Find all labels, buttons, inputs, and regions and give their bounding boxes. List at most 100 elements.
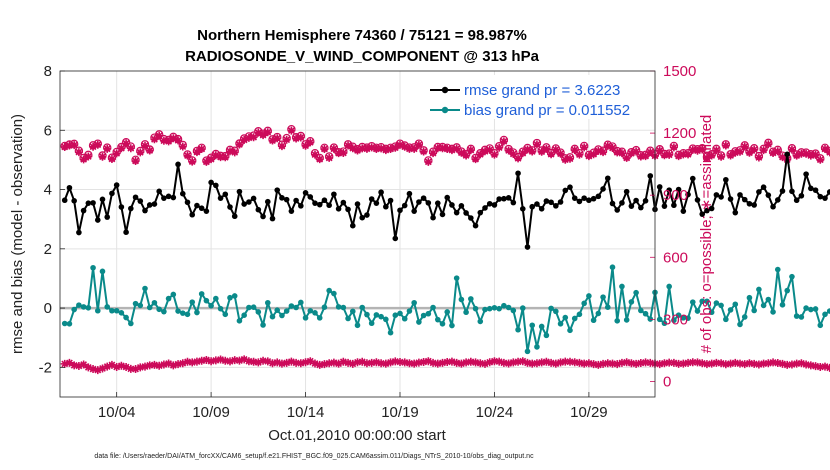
data-point: [430, 304, 436, 311]
data-point: [142, 285, 148, 292]
data-point: [727, 307, 734, 313]
obs-assimilated-marker: [211, 356, 220, 365]
series-layer: [60, 124, 830, 375]
y-axis-label: rmse and bias (model - observation): [9, 114, 26, 354]
obs-assimilated-marker: [320, 360, 329, 369]
data-point: [335, 304, 342, 310]
obs-assimilated-marker: [726, 151, 735, 160]
data-point: [345, 206, 351, 213]
data-point: [793, 197, 800, 204]
data-point: [557, 199, 564, 205]
obs-assimilated-marker: [405, 144, 414, 153]
obs-assimilated-marker: [797, 359, 806, 368]
obs-assimilated-marker: [608, 144, 617, 152]
data-point: [571, 195, 578, 201]
data-point: [789, 273, 795, 280]
data-point: [184, 199, 191, 206]
data-point: [373, 312, 380, 318]
data-point: [250, 195, 257, 202]
data-point: [600, 186, 606, 192]
y-right-tick-label: 1200: [663, 125, 696, 142]
data-point: [765, 192, 772, 198]
data-point: [104, 304, 111, 310]
data-point: [302, 190, 309, 196]
obs-assimilated-marker: [693, 358, 702, 367]
data-point: [354, 322, 361, 329]
data-point: [534, 344, 540, 350]
plot-area: [60, 71, 655, 397]
obs-assimilated-marker: [707, 151, 716, 160]
legend-bias-label: bias grand pr = 0.011552: [464, 102, 630, 119]
data-point: [727, 196, 734, 202]
right-axis-ticks: 0 300 600 900 1200 1500: [650, 63, 696, 390]
data-point: [463, 309, 469, 316]
data-point: [671, 317, 677, 324]
obs-assimilated-marker: [74, 148, 83, 157]
obs-assimilated-marker: [386, 358, 395, 367]
data-point: [468, 215, 474, 221]
chart-subtitle: RADIOSONDE_V_WIND_COMPONENT @ 313 hPa: [185, 48, 540, 65]
data-point: [203, 297, 210, 304]
data-point: [331, 191, 337, 198]
data-point: [316, 201, 323, 208]
obs-assimilated-marker: [122, 362, 131, 371]
obs-assimilated-marker: [60, 359, 69, 368]
obs-assimilated-marker: [523, 358, 532, 367]
data-point: [198, 205, 205, 212]
obs-assimilated-marker: [155, 131, 164, 140]
obs-assimilated-marker: [93, 366, 102, 375]
data-point: [590, 317, 597, 324]
obs-assimilated-marker: [202, 355, 211, 364]
data-point: [80, 304, 87, 310]
data-point: [246, 304, 252, 311]
data-point: [505, 304, 512, 311]
obs-assimilated-marker: [311, 359, 319, 368]
obs-assimilated-marker: [660, 359, 669, 368]
x-tick-label: 10/24: [476, 404, 514, 421]
data-point: [378, 313, 384, 320]
data-point: [538, 323, 545, 330]
obs-assimilated-marker: [518, 149, 527, 158]
data-point: [61, 197, 68, 204]
data-point: [784, 151, 791, 158]
obs-assimilated-marker: [769, 358, 778, 367]
obs-assimilated-marker: [419, 358, 428, 367]
obs-assimilated-marker: [674, 359, 683, 368]
data-point: [420, 195, 427, 201]
data-point: [349, 222, 356, 229]
data-point: [80, 207, 87, 214]
data-point: [510, 199, 517, 206]
obs-assimilated-marker: [485, 145, 494, 154]
data-point: [170, 291, 177, 298]
obs-assimilated-marker: [717, 152, 726, 161]
data-point: [104, 214, 111, 220]
data-point: [373, 200, 380, 206]
obs-assimilated-marker: [495, 143, 504, 152]
obs-assimilated-marker: [414, 140, 423, 149]
data-point: [241, 312, 247, 319]
obs-assimilated-marker: [188, 358, 197, 367]
data-point: [576, 311, 583, 318]
obs-assimilated-marker: [702, 360, 711, 369]
obs-assimilated-marker: [462, 358, 471, 367]
data-point: [434, 200, 441, 206]
obs-assimilated-marker: [405, 359, 414, 368]
data-point: [132, 300, 139, 307]
obs-assimilated-marker: [131, 365, 140, 374]
obs-assimilated-marker: [386, 145, 395, 154]
obs-assimilated-marker: [183, 357, 192, 366]
data-point: [387, 197, 394, 204]
data-point: [293, 304, 299, 311]
data-point: [340, 304, 347, 311]
obs-assimilated-marker: [381, 146, 390, 155]
obs-assimilated-marker: [145, 146, 154, 155]
data-point: [595, 193, 602, 200]
data-point: [685, 191, 691, 198]
obs-assimilated-marker: [273, 358, 282, 367]
obs-assimilated-marker: [254, 128, 263, 137]
data-point: [274, 187, 281, 193]
data-point: [666, 283, 672, 290]
data-point: [255, 206, 262, 213]
obs-assimilated-marker: [537, 358, 546, 367]
obs-assimilated-marker: [164, 359, 173, 368]
